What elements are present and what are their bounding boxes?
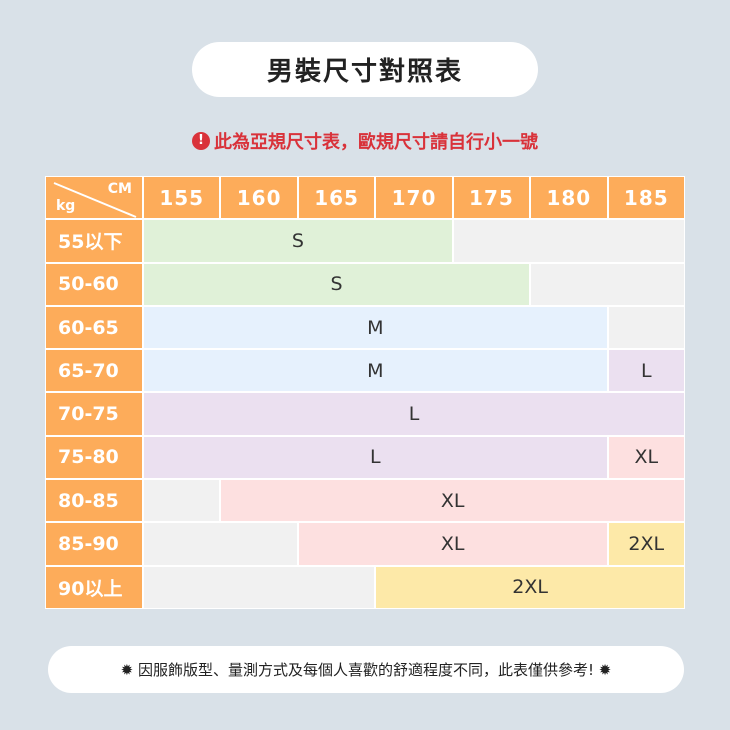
weight-label: 75-80 [46, 436, 142, 479]
weight-label: 65-70 [46, 350, 142, 392]
height-header-185: 185 [608, 177, 684, 219]
page-title: 男裝尺寸對照表 [192, 42, 538, 97]
weight-label: 50-60 [46, 263, 142, 305]
warning-note: ! 此為亞規尺寸表，歐規尺寸請自行小一號 [0, 128, 730, 154]
size-cell: 2XL [376, 566, 684, 608]
size-cell: M [144, 306, 607, 349]
size-cell: S [144, 263, 530, 305]
weight-label: 80-85 [46, 480, 142, 522]
weight-label: 70-75 [46, 393, 142, 435]
exclamation-circle-icon: ! [192, 132, 210, 150]
corner-header: CM kg [46, 177, 142, 219]
star-burst-icon: ✹ [120, 660, 138, 679]
empty-cell [608, 306, 684, 349]
height-header-155: 155 [144, 177, 220, 219]
size-cell: XL [608, 436, 684, 479]
footer-note: ✹ 因服飾版型、量測方式及每個人喜歡的舒適程度不同，此表僅供參考! ✹ [48, 646, 684, 693]
empty-cell [453, 220, 684, 262]
diagonal-line [53, 182, 137, 218]
warning-text: 此為亞規尺寸表，歐規尺寸請自行小一號 [214, 132, 538, 153]
size-cell: S [144, 220, 452, 262]
size-cell: XL [298, 523, 607, 565]
empty-cell [144, 566, 375, 608]
height-header-180: 180 [531, 177, 607, 219]
size-cell: L [144, 393, 684, 435]
empty-cell [144, 523, 297, 565]
star-burst-icon: ✹ [594, 660, 612, 679]
size-chart-table: CM kg 155 160 165 170 175 180 185 55以下 S 50-60 S 60… [45, 176, 685, 609]
height-header-175: 175 [453, 177, 530, 219]
empty-cell [531, 263, 684, 305]
weight-label: 90以上 [46, 566, 142, 608]
weight-label: 85-90 [46, 523, 142, 565]
size-cell: M [144, 350, 607, 392]
size-cell: XL [221, 480, 684, 522]
weight-label: 55以下 [46, 220, 142, 262]
weight-label: 60-65 [46, 306, 142, 349]
height-unit-label: CM [107, 181, 132, 197]
height-header-170: 170 [376, 177, 452, 219]
size-cell: 2XL [608, 523, 684, 565]
footer-text: 因服飾版型、量測方式及每個人喜歡的舒適程度不同，此表僅供參考! [137, 661, 595, 679]
size-cell: L [144, 436, 607, 479]
height-header-160: 160 [221, 177, 297, 219]
size-cell: L [608, 350, 684, 392]
height-header-165: 165 [298, 177, 375, 219]
empty-cell [144, 480, 220, 522]
weight-unit-label: kg [56, 198, 76, 215]
